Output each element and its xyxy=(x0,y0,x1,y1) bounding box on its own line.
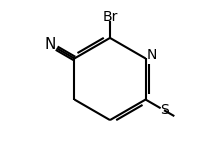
Text: Br: Br xyxy=(103,10,118,24)
Text: S: S xyxy=(160,103,169,117)
Text: N: N xyxy=(147,48,157,62)
Text: N: N xyxy=(45,37,56,52)
